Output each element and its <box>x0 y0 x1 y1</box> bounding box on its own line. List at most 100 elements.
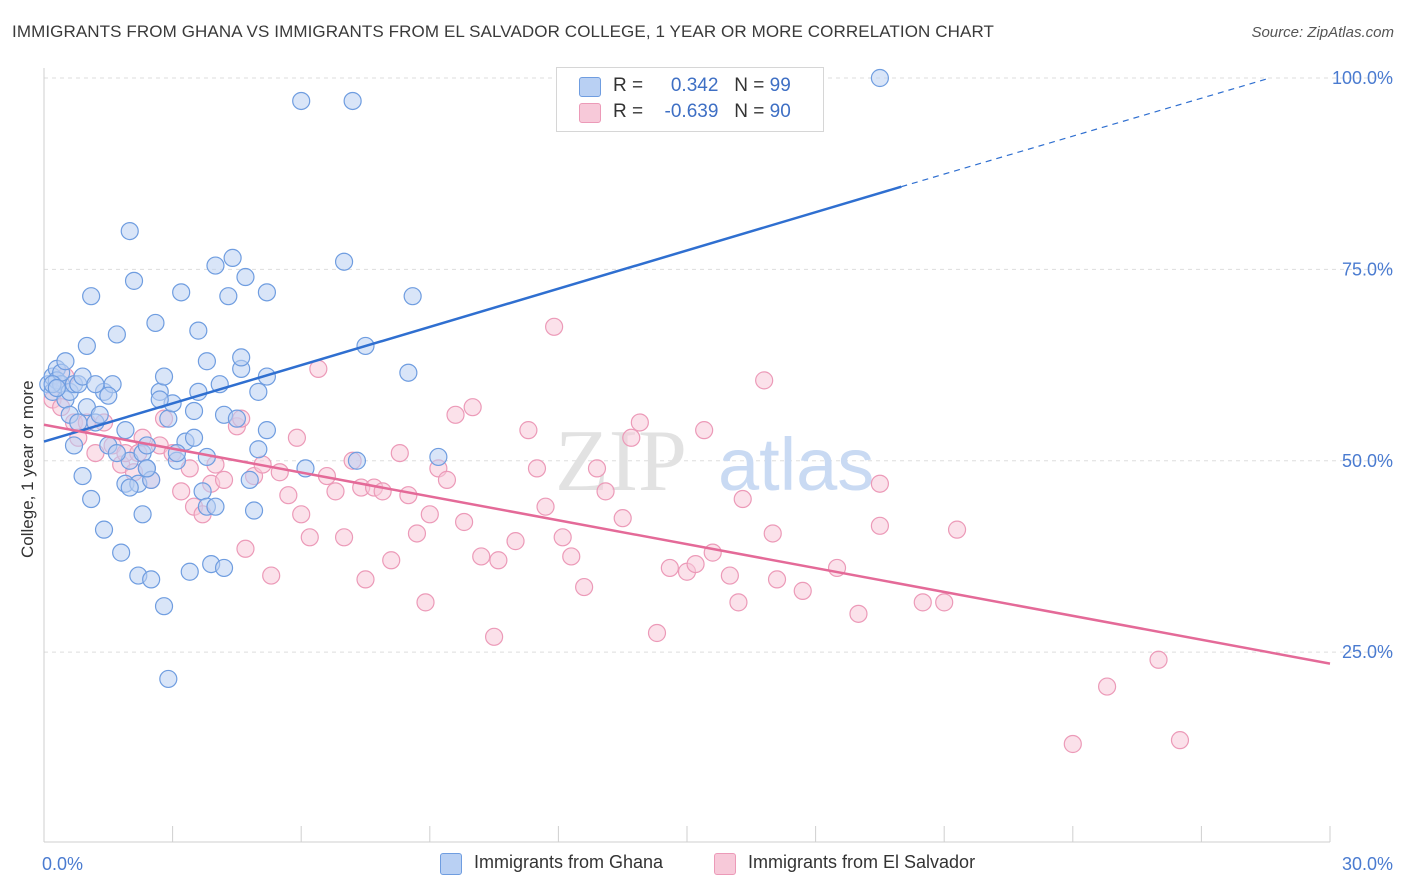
legend-swatch-elsalvador <box>579 103 601 123</box>
point-ghana <box>219 287 238 306</box>
point-ghana <box>77 336 96 356</box>
point-ghana <box>197 352 216 371</box>
point-elsalvador <box>420 505 439 524</box>
bottom-legend-label-ghana: Immigrants from Ghana <box>474 852 664 872</box>
point-elsalvador <box>437 470 457 489</box>
point-ghana <box>223 248 242 267</box>
point-ghana <box>227 409 246 428</box>
bottom-legend-swatch-elsalvador <box>714 853 736 875</box>
point-elsalvador <box>214 470 234 489</box>
trend-line-elsalvador <box>43 423 1331 665</box>
y-tick-label-25: 25.0% <box>1342 642 1393 662</box>
axes <box>43 68 1331 843</box>
point-ghana <box>172 283 191 302</box>
point-elsalvador <box>287 428 307 447</box>
point-elsalvador <box>630 413 649 432</box>
point-ghana <box>184 428 204 447</box>
point-ghana <box>159 409 178 428</box>
series-ghana-points <box>39 68 890 689</box>
point-ghana <box>214 558 234 578</box>
watermark-zip: ZIP <box>555 413 687 510</box>
point-ghana <box>154 597 174 616</box>
trend-lines <box>43 77 1331 665</box>
point-elsalvador <box>356 570 375 589</box>
point-elsalvador <box>489 551 508 570</box>
point-ghana <box>64 436 84 455</box>
point-elsalvador <box>553 528 572 547</box>
point-elsalvador <box>279 486 298 505</box>
point-ghana <box>334 252 354 271</box>
x-tick-labels: 0.0% 30.0% <box>42 854 1393 874</box>
point-ghana <box>107 443 126 463</box>
point-elsalvador <box>172 482 191 501</box>
point-elsalvador <box>399 486 418 505</box>
legend-elsalvador-r-value: -0.639 <box>664 101 719 122</box>
point-ghana <box>403 287 422 306</box>
point-elsalvador <box>793 581 812 600</box>
point-elsalvador <box>472 547 491 566</box>
point-elsalvador <box>519 421 538 440</box>
y-tick-labels: 25.0% 50.0% 75.0% 100.0% <box>1332 68 1393 662</box>
point-elsalvador <box>870 474 890 493</box>
point-elsalvador <box>733 489 752 509</box>
point-ghana <box>232 348 251 367</box>
point-ghana <box>184 401 204 421</box>
point-ghana <box>249 382 268 401</box>
point-elsalvador <box>1063 734 1082 754</box>
legend-ghana-n-value: 99 <box>769 75 791 96</box>
point-ghana <box>429 447 448 467</box>
point-ghana <box>120 222 139 241</box>
point-elsalvador <box>913 593 932 612</box>
point-ghana <box>343 91 362 111</box>
legend-elsalvador-r-label: R = <box>613 101 644 122</box>
point-ghana <box>159 669 178 689</box>
point-elsalvador <box>767 570 787 589</box>
point-elsalvador <box>390 443 409 463</box>
point-ghana <box>90 405 109 424</box>
point-elsalvador <box>935 593 954 612</box>
legend-ghana-r-value: 0.342 <box>670 75 719 96</box>
point-elsalvador <box>720 566 739 585</box>
point-ghana <box>112 543 131 562</box>
point-elsalvador <box>454 512 474 532</box>
point-ghana <box>257 421 277 440</box>
legend-ghana-n-label: N = <box>734 75 765 96</box>
point-elsalvador <box>334 528 354 547</box>
point-elsalvador <box>849 604 868 623</box>
point-elsalvador <box>596 482 615 501</box>
trend-line-ghana <box>43 185 902 443</box>
point-ghana <box>180 562 199 581</box>
point-elsalvador <box>236 539 255 558</box>
trend-line-ghana-extension <box>901 77 1271 188</box>
chart-title: IMMIGRANTS FROM GHANA VS IMMIGRANTS FROM… <box>12 22 995 41</box>
point-elsalvador <box>536 497 555 516</box>
point-elsalvador <box>262 566 281 585</box>
point-elsalvador <box>562 547 581 566</box>
point-ghana <box>206 497 225 516</box>
point-elsalvador <box>647 623 667 643</box>
point-elsalvador <box>729 593 748 612</box>
chart-source: Source: ZipAtlas.com <box>1251 24 1394 41</box>
point-elsalvador <box>1170 731 1190 750</box>
point-elsalvador <box>300 528 319 547</box>
stats-legend: R = 0.342 N = 99 R = -0.639 N = 90 <box>556 67 824 132</box>
point-ghana <box>206 256 225 275</box>
bottom-legend-label-elsalvador: Immigrants from El Salvador <box>748 852 976 872</box>
point-elsalvador <box>763 524 782 543</box>
legend-ghana-r-label: R = <box>613 75 644 96</box>
point-ghana <box>47 378 66 398</box>
point-elsalvador <box>660 558 679 578</box>
point-elsalvador <box>382 551 401 570</box>
point-ghana <box>236 267 255 287</box>
point-ghana <box>137 459 156 478</box>
point-elsalvador <box>1149 650 1168 669</box>
point-elsalvador <box>485 627 504 646</box>
point-elsalvador <box>1097 677 1117 696</box>
point-ghana <box>124 271 144 290</box>
point-elsalvador <box>587 459 607 478</box>
point-elsalvador <box>463 398 482 417</box>
point-ghana <box>56 352 75 371</box>
point-elsalvador <box>407 524 427 543</box>
legend-elsalvador-n-label: N = <box>734 101 765 122</box>
